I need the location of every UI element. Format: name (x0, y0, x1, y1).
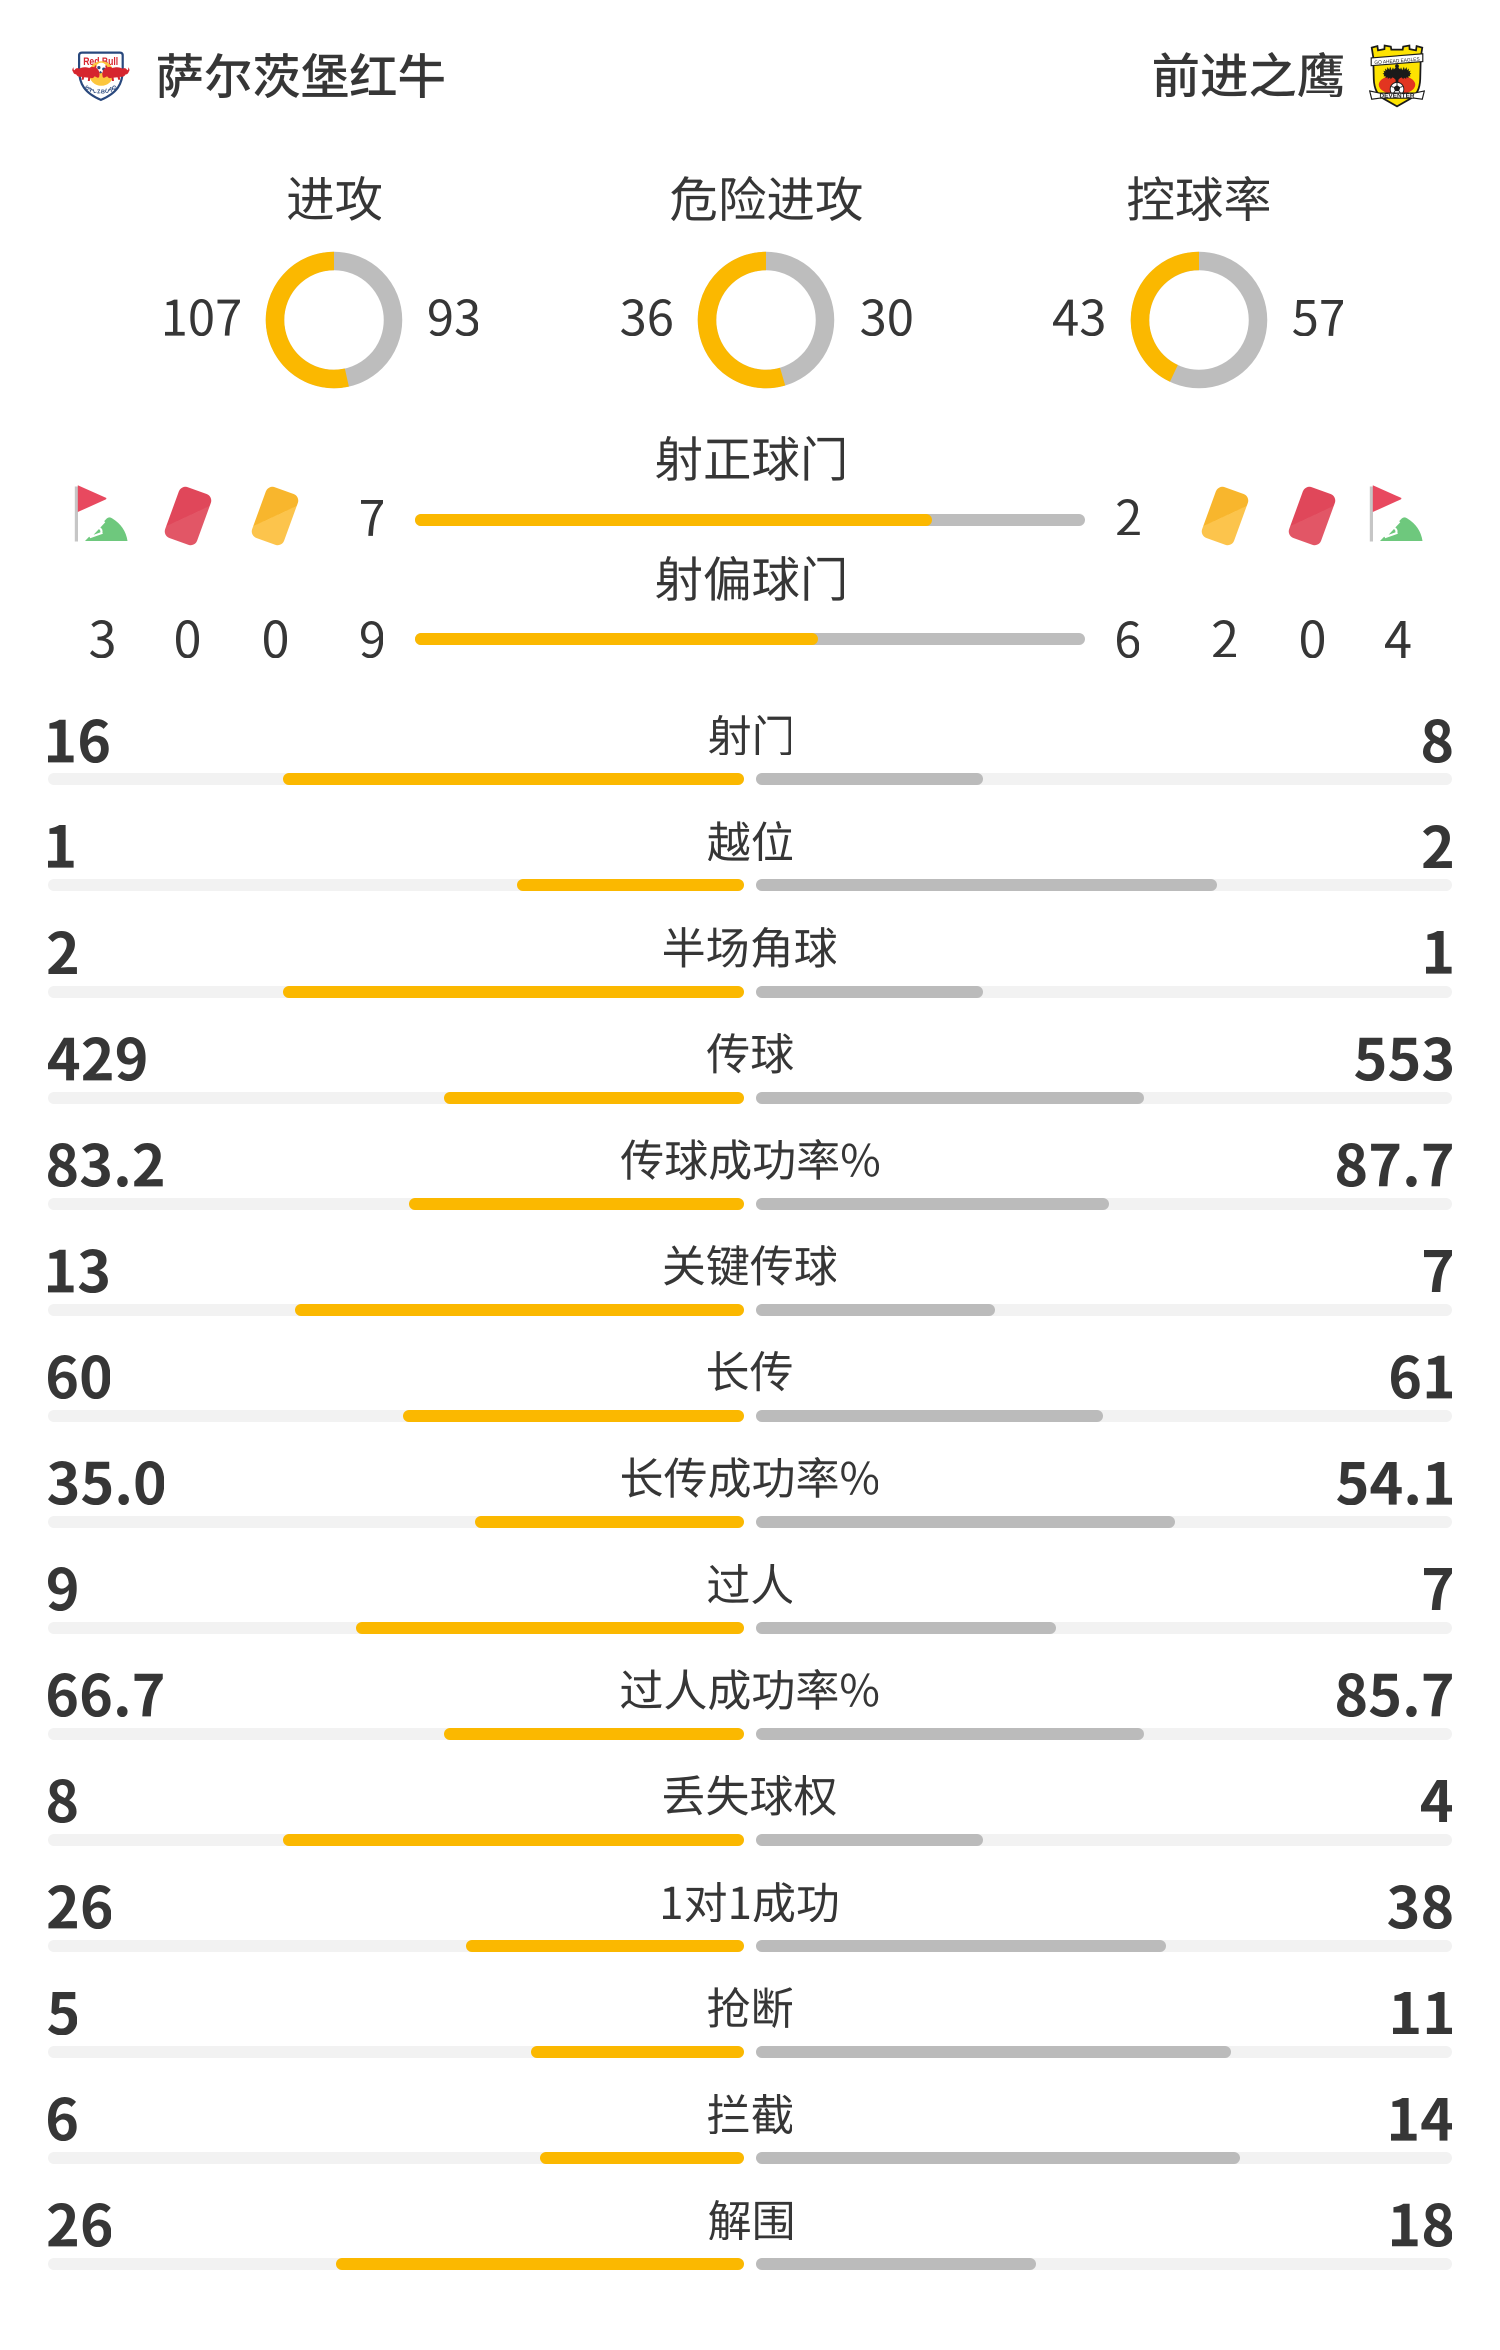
svg-text:L: L (92, 88, 98, 95)
svg-text:G: G (110, 85, 117, 92)
svg-text:S: S (85, 85, 92, 92)
svg-text:A: A (88, 87, 94, 94)
svg-text:U: U (104, 88, 110, 95)
svg-text:B: B (101, 89, 106, 95)
svg-text:DEVENTER: DEVENTER (1379, 94, 1415, 100)
svg-text:Z: Z (97, 89, 102, 95)
svg-text:R: R (107, 87, 113, 94)
svg-text:GO AHEAD EAGLES: GO AHEAD EAGLES (1374, 57, 1420, 67)
